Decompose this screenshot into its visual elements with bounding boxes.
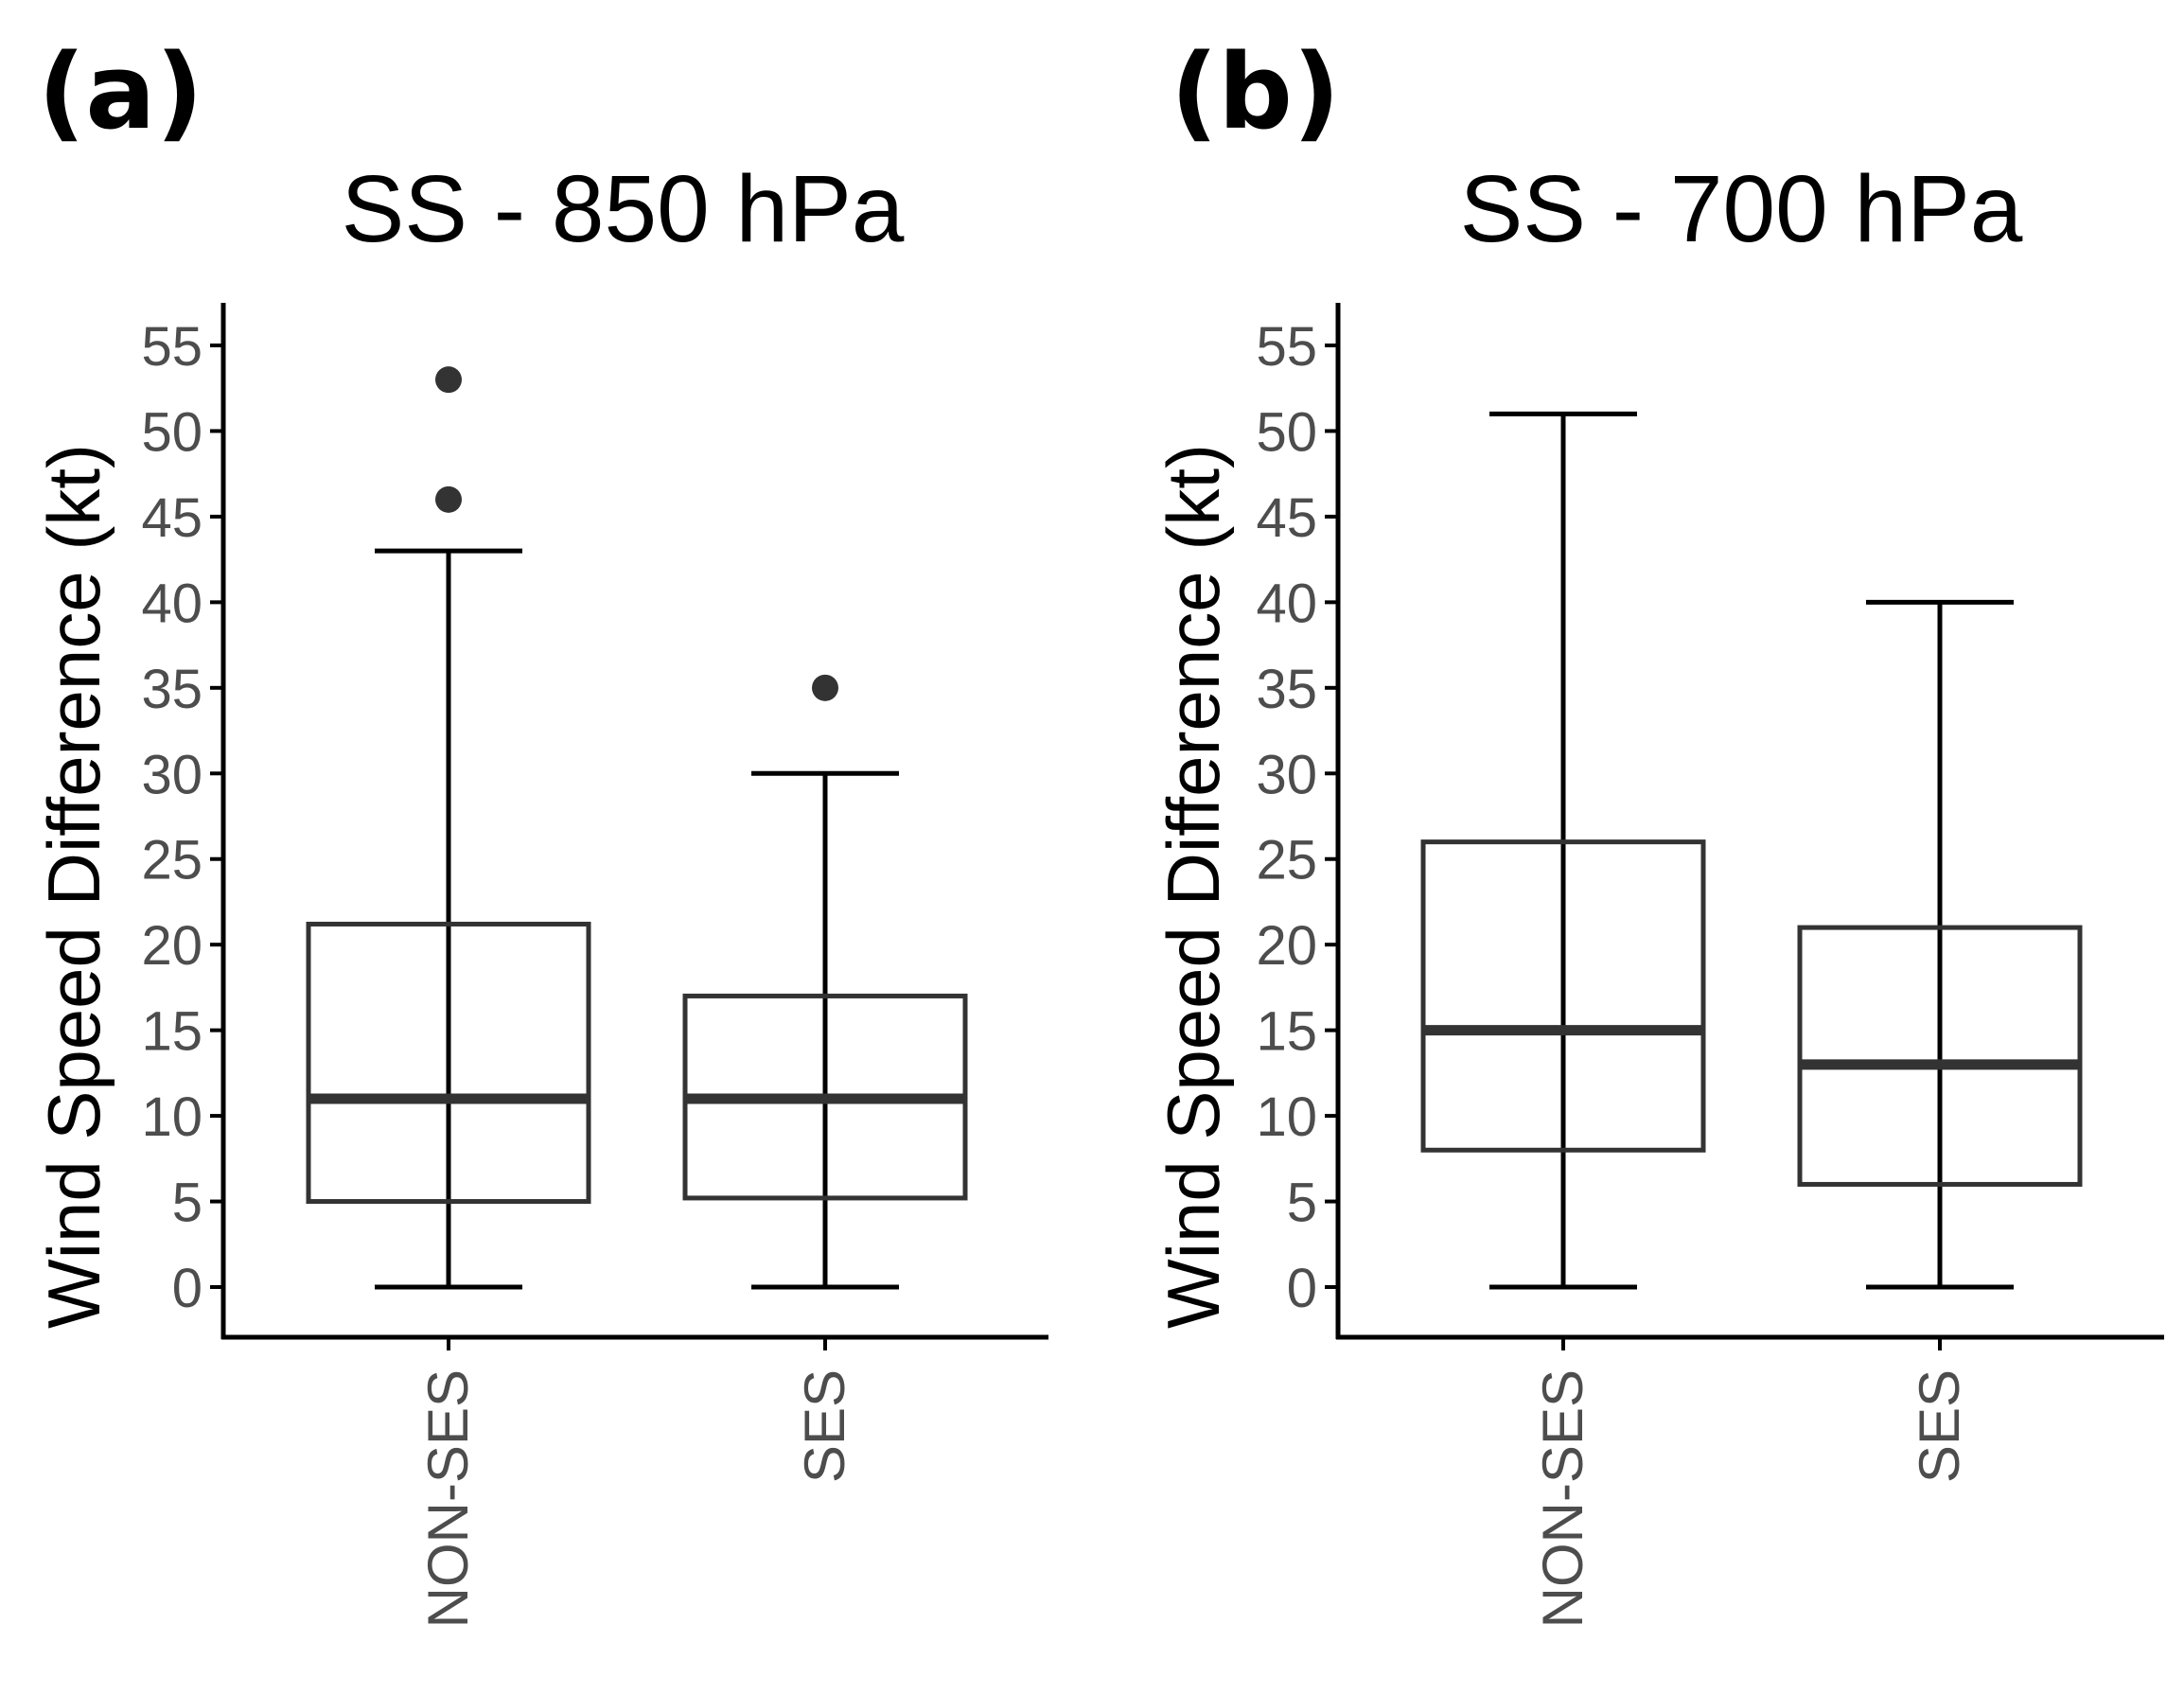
y-tick-label: 35: [141, 659, 203, 720]
y-tick-label: 55: [141, 316, 203, 378]
box-non-ses: [306, 366, 591, 1290]
x-tick-label: NON-SES: [1531, 1369, 1594, 1628]
chart-title: SS - 700 hPa: [1460, 156, 2023, 262]
y-axis-label: Wind Speed Difference (kt): [32, 444, 115, 1329]
y-tick-label: 25: [1256, 830, 1317, 891]
box-non-ses: [1420, 411, 1706, 1290]
chart-title: SS - 850 hPa: [342, 156, 905, 262]
panel-label: (b): [1171, 31, 1340, 152]
y-tick-label: 55: [1256, 316, 1317, 378]
y-tick-label: 45: [1256, 487, 1317, 549]
y-tick-label: 40: [141, 573, 203, 634]
box-iqr: [306, 921, 591, 1205]
y-tick-label: 30: [1256, 744, 1317, 805]
y-tick-label: 10: [1256, 1086, 1317, 1148]
outlier-point: [435, 485, 462, 513]
y-tick-label: 5: [172, 1173, 203, 1234]
panel-label: (a): [38, 31, 203, 152]
y-tick-label: 20: [141, 915, 203, 977]
y-tick-label: 15: [1256, 1001, 1317, 1063]
y-tick-label: 0: [172, 1258, 203, 1319]
y-tick-label: 30: [141, 744, 203, 805]
y-tick-label: 15: [141, 1001, 203, 1063]
box-iqr: [1420, 839, 1706, 1153]
box-ses: [1797, 599, 2083, 1290]
y-tick-label: 40: [1256, 573, 1317, 634]
outlier-point: [812, 674, 838, 701]
x-tick-label: SES: [793, 1369, 856, 1483]
y-tick-label: 35: [1256, 659, 1317, 720]
chart-panel-a: (a) SS - 850 hPa Wind Speed Difference (kt…: [32, 31, 1048, 1628]
x-tick-label: NON-SES: [416, 1369, 480, 1628]
chart-panel-b: (b) SS - 700 hPa Wind Speed Difference (kt…: [1152, 31, 2164, 1628]
y-tick-label: 10: [141, 1086, 203, 1148]
box-iqr: [1797, 925, 2083, 1187]
y-tick-label: 50: [141, 401, 203, 463]
y-tick-label: 0: [1287, 1258, 1317, 1319]
y-axis-label: Wind Speed Difference (kt): [1152, 444, 1235, 1329]
y-tick-label: 20: [1256, 915, 1317, 977]
y-tick-label: 45: [141, 487, 203, 549]
x-tick-label: SES: [1908, 1369, 1971, 1483]
y-tick-label: 5: [1287, 1173, 1317, 1234]
box-ses: [682, 674, 968, 1290]
outlier-point: [435, 366, 462, 394]
y-tick-label: 50: [1256, 401, 1317, 463]
y-tick-label: 25: [141, 830, 203, 891]
